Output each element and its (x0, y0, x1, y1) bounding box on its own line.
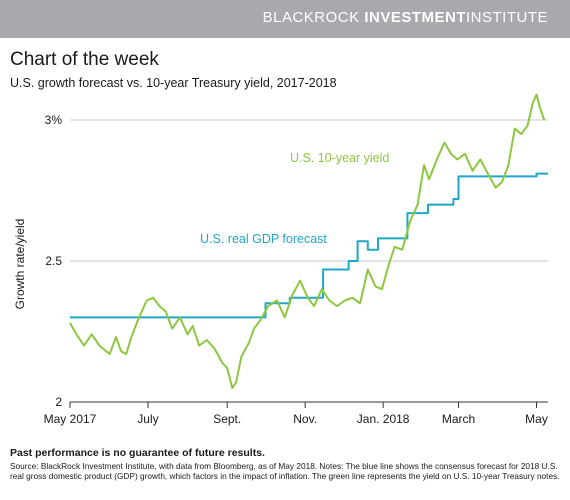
series-line-treasury-yield (69, 93, 546, 389)
x-tick-label: March (442, 412, 475, 426)
brand-header-bar: BLACKROCK INVESTMENTINSTITUTE (0, 0, 570, 38)
chart-subtitle: U.S. growth forecast vs. 10-year Treasur… (10, 76, 337, 90)
y-tick-label: 2.5 (45, 254, 62, 268)
y-tick-label: 2 (55, 395, 62, 409)
brand-part-3: INSTITUTE (466, 9, 548, 26)
x-tick-label: Nov. (293, 412, 317, 426)
brand-part-2: INVESTMENT (364, 9, 466, 26)
series-layer (69, 93, 548, 389)
x-tick-label: May 2017 (44, 412, 97, 426)
x-tick-label: May (525, 412, 548, 426)
brand-logo-text: BLACKROCK INVESTMENTINSTITUTE (263, 9, 548, 26)
y-tick-label: 3% (45, 113, 63, 127)
x-tick-label: Jan. 2018 (357, 412, 410, 426)
series-annotation: U.S. 10-year yield (290, 151, 389, 165)
label-layer: 3% 2.5 2 May 2017 July Sept. Nov. Jan. 2018 Marc… (44, 113, 548, 426)
x-tick-label: July (137, 412, 158, 426)
grid-layer (70, 119, 548, 262)
axis-layer (69, 401, 548, 408)
series-annotation: U.S. real GDP forecast (200, 232, 327, 246)
chart-title: Chart of the week (10, 49, 159, 70)
line-chart: 3% 2.5 2 May 2017 July Sept. Nov. Jan. 2018 Marc… (44, 93, 548, 426)
series-line-gdp-forecast (70, 172, 548, 319)
x-tick-label: Sept. (213, 412, 241, 426)
source-note: Source: BlackRock Investment Institute, … (10, 461, 560, 481)
performance-disclaimer: Past performance is no guarantee of futu… (10, 447, 265, 459)
brand-part-1: BLACKROCK (262, 9, 360, 26)
